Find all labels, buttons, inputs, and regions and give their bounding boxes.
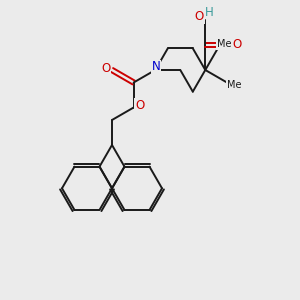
Text: N: N xyxy=(152,61,161,74)
Text: Me: Me xyxy=(227,80,241,91)
Text: O: O xyxy=(195,11,204,23)
Text: O: O xyxy=(233,38,242,52)
Text: Me: Me xyxy=(217,39,231,49)
Text: H: H xyxy=(205,5,214,19)
Text: O: O xyxy=(101,61,111,74)
Text: O: O xyxy=(135,99,144,112)
